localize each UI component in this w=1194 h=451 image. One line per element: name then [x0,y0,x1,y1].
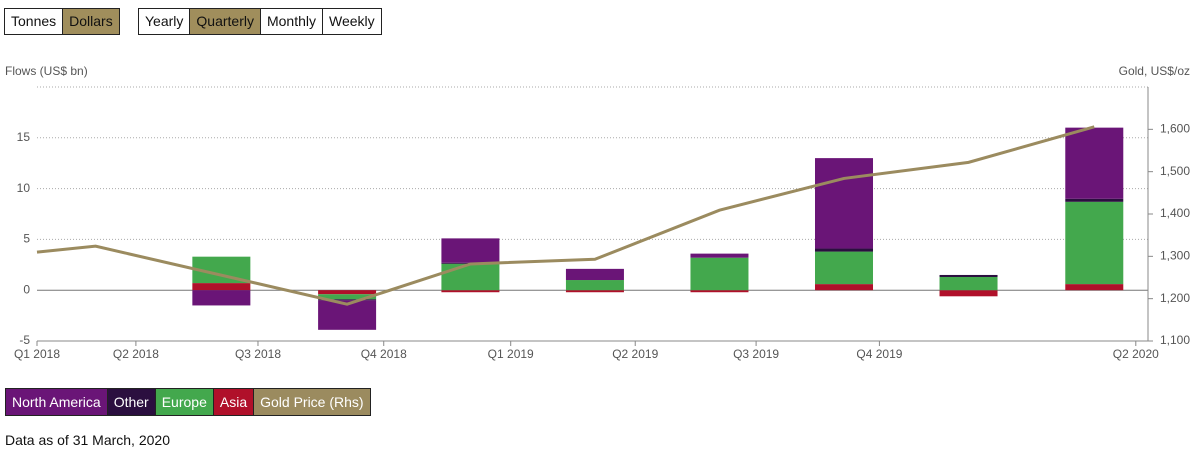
bar-segment [192,290,251,306]
bar-segment [441,263,500,291]
legend-entry[interactable]: Europe [155,389,214,415]
bar-segment [939,290,998,297]
x-tick-label: Q3 2019 [733,347,779,361]
bar-segment [1065,284,1124,291]
bar-segment [690,253,749,258]
bar-segment [318,294,377,300]
x-tick-label: Q4 2019 [856,347,902,361]
y-tick-label: 15 [17,130,31,144]
period-toggle: Yearly Quarterly Monthly Weekly [138,8,382,35]
bar-segment [939,274,998,277]
line-series [36,125,1095,306]
bar-segment [318,299,377,301]
legend-entry[interactable]: Other [107,389,156,415]
bar-segment [565,268,624,281]
y2-axis-title: Gold, US$/oz [1119,64,1190,78]
bar-segment [441,290,500,293]
y-tick-label: 5 [23,232,30,246]
period-button[interactable]: Quarterly [189,8,261,35]
bar-segment [690,290,749,293]
period-button[interactable]: Yearly [138,8,191,35]
x-tick-label: Q1 2019 [488,347,534,361]
bar-segment [1065,127,1124,199]
x-tick-label: Q3 2018 [235,347,281,361]
y2-tick-label: 1,100 [1160,333,1190,347]
period-button[interactable]: Monthly [259,8,324,35]
x-tick-label: Q4 2018 [361,347,407,361]
period-button[interactable]: Weekly [322,8,382,35]
legend-entry[interactable]: North America [6,389,108,415]
bar-segment [565,290,624,293]
bar-segment [815,158,874,249]
bar-segment [815,284,874,291]
bar-segment [815,251,874,285]
y-tick-label: -5 [19,333,30,347]
y-tick-label: 10 [17,181,31,195]
bar-segment [1065,198,1124,202]
x-tick-label: Q2 2020 [1113,347,1159,361]
legend: North America Other Europe Asia Gold Price (… [5,388,371,416]
x-tick-label: Q2 2018 [113,347,159,361]
chart: Flows (US$ bn) Gold, US$/oz -5 0 5 10 15 1,10… [5,64,1190,361]
bar-segment [690,257,749,291]
x-tick-label: Q1 2018 [14,347,60,361]
legend-entry[interactable]: Gold Price (Rhs) [254,389,370,415]
bar-segment [441,238,500,263]
legend-entry[interactable]: Asia [213,389,255,415]
bar-segment [939,276,998,291]
bar-segment [192,283,251,291]
y-tick-label: 0 [23,282,30,296]
y-axis-title: Flows (US$ bn) [5,64,88,78]
x-tick-label: Q2 2019 [612,347,658,361]
bar-segment [318,290,377,295]
footnote: Data as of 31 March, 2020 [5,432,170,448]
y2-tick-label: 1,600 [1160,122,1190,136]
bar-segment [1065,201,1124,285]
y2-tick-label: 1,300 [1160,249,1190,263]
unit-button[interactable]: Dollars [62,8,120,35]
y2-tick-label: 1,400 [1160,206,1190,220]
bar-segment [815,248,874,252]
y2-tick-label: 1,500 [1160,164,1190,178]
unit-button[interactable]: Tonnes [4,8,64,35]
unit-toggle: Tonnes Dollars [4,8,120,35]
y2-tick-label: 1,200 [1160,291,1190,305]
bar-segment [565,280,624,291]
